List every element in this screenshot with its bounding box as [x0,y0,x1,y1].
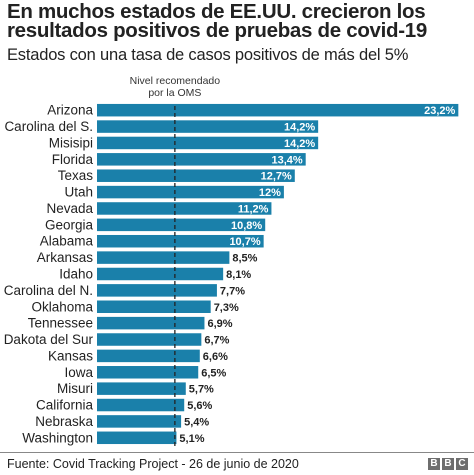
category-label: Misisipi [49,135,93,150]
category-label: Nevada [46,201,93,216]
bar [97,185,284,199]
value-label: 11,2% [238,203,269,215]
footer: Fuente: Covid Tracking Project - 26 de j… [0,452,474,475]
bar [97,398,185,412]
bar [97,333,202,346]
category-label: Alabama [40,234,94,249]
value-label: 6,5% [201,367,226,379]
bbc-logo-letter: B [428,458,440,470]
bar [97,284,217,297]
category-label: Florida [52,152,94,167]
value-label: 5,4% [184,416,209,428]
value-label: 8,1% [226,269,251,281]
value-label: 12% [259,187,281,199]
category-label: Georgia [45,217,94,232]
category-label: Texas [58,168,94,183]
bar [97,267,224,281]
value-label: 13,4% [271,154,302,166]
bar [97,169,295,182]
value-label: 14,2% [284,122,315,134]
reference-label: Nivel recomendado [130,75,221,87]
bar [97,300,211,313]
value-label: 6,9% [207,318,232,330]
bar [97,120,319,133]
category-label: Utah [64,185,93,200]
value-label: 7,3% [214,302,239,314]
bbc-logo-letter: C [456,458,468,470]
bar [97,431,177,445]
bar [97,382,186,395]
value-label: 5,1% [179,433,204,445]
category-label: Dakota del Sur [4,332,94,347]
category-label: Carolina del N. [4,283,93,298]
category-label: Tennessee [28,316,93,331]
bar [97,234,264,248]
value-label: 14,2% [284,138,315,150]
value-label: 6,6% [203,351,228,363]
bar [97,218,266,232]
category-label: Oklahoma [31,299,93,314]
bar [97,251,230,264]
bbc-logo-letter: B [442,458,454,470]
bar [97,316,205,330]
reference-label: por la OMS [148,87,201,99]
bar [97,103,459,117]
chart-subtitle: Estados con una tasa de casos positivos … [7,46,409,64]
value-label: 5,7% [189,384,214,396]
value-label: 5,6% [187,400,212,412]
category-label: Idaho [59,266,93,281]
bar [97,202,272,215]
value-label: 6,7% [204,335,229,347]
bar [97,415,182,428]
value-label: 23,2% [424,105,455,117]
category-label: Misuri [57,381,93,396]
value-label: 10,7% [229,236,260,248]
category-label: California [36,398,94,413]
bar [97,366,199,379]
bar [97,153,306,166]
source-note: Fuente: Covid Tracking Project - 26 de j… [7,457,299,471]
bar [97,136,319,150]
category-label: Nebraska [35,414,93,429]
value-label: 8,5% [232,253,257,265]
category-label: Washington [22,430,93,445]
value-label: 10,8% [231,220,262,232]
value-label: 7,7% [220,285,245,297]
category-label: Arizona [47,103,93,118]
bbc-logo: B B C [428,458,468,470]
bar [97,349,200,363]
value-label: 12,7% [261,171,292,183]
chart-title: En muchos estados de EE.UU. crecieron lo… [7,0,428,42]
category-label: Iowa [64,365,93,380]
category-label: Carolina del S. [4,119,93,134]
category-label: Kansas [48,348,93,363]
category-label: Arkansas [37,250,94,265]
